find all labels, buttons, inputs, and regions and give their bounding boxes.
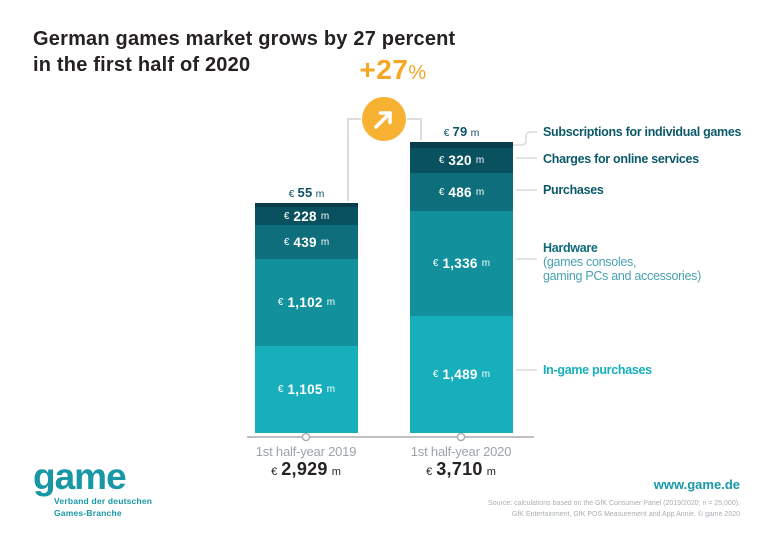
game-logo: game [33,456,127,497]
percent-sign: % [408,62,427,84]
legend-item-online-services: Charges for online services [543,152,699,166]
segment-value: 439 [293,234,317,250]
bar-top-value-label: €79 m [443,124,480,139]
chart-title-line2: in the first half of 2020 [33,54,251,77]
segment-value: 320 [448,153,472,168]
unit-label: m [326,384,336,395]
legend-item-hardware-sub2: gaming PCs and accessories) [543,269,701,283]
segment-value: 1,105 [287,382,323,397]
unit-label: m [475,186,485,198]
bar-segment [410,142,513,148]
euro-sign: € [277,384,284,395]
total-2019: €2,929 m [271,459,341,479]
bar-segment: €1,105 m [255,346,358,433]
legend-item-hardware: Hardware (games consoles, gaming PCs and… [543,241,701,283]
stacked-bar-2020: €320 m €486 m €1,336 m €1,489 m [410,142,513,433]
arrow-up-right-icon [374,111,392,129]
bar-top-value-label: €55 m [288,185,325,200]
segment-value: 1,336 [442,256,478,271]
legend-connector-lines [513,131,537,371]
bar-segment: €1,489 m [410,316,513,433]
euro-sign: € [283,236,290,248]
bar-segment: €1,336 m [410,211,513,316]
euro-sign: € [438,155,445,166]
unit-label: m [481,369,491,380]
axis-marker-2020 [456,432,466,442]
segment-value: 486 [448,184,472,200]
stacked-bar-2019: €228 m €439 m €1,102 m €1,105 m [255,203,358,433]
unit-label: m [320,210,330,222]
x-axis [247,432,534,442]
unit-label: m [481,258,491,269]
euro-sign: € [277,297,284,308]
category-label-2019: 1st half-year 2019 [255,444,357,459]
category-label-2020: 1st half-year 2020 [410,444,512,459]
website-link[interactable]: www.game.de [653,477,740,492]
unit-label: m [320,236,330,248]
bar-segment: €486 m [410,173,513,211]
axis-marker-2019 [301,432,311,442]
logo-tagline: Verband der deutschen Games-Branche [54,496,153,519]
growth-badge [362,97,406,141]
total-2020: €3,710 m [426,459,496,479]
segment-value: 1,102 [287,295,323,310]
segment-value: 1,489 [442,367,478,382]
unit-label: m [326,297,336,308]
bar-segment: €320 m [410,148,513,173]
bar-segment: €228 m [255,207,358,225]
bar-segment: €439 m [255,225,358,259]
euro-sign: € [283,210,290,222]
unit-label: m [475,155,485,166]
chart-title: German games market grows by 27 percent … [33,26,455,79]
chart-title-line1: German games market grows by 27 percent [33,28,456,50]
euro-sign: € [432,258,439,269]
bar-segment [255,203,358,207]
legend-item-purchases: Purchases [543,183,604,197]
segment-value: 228 [293,208,317,224]
legend-item-subscriptions: Subscriptions for individual games [543,125,742,139]
source-note: Source: calculations based on the GfK Co… [488,500,740,518]
growth-bracket-line [347,118,422,201]
euro-sign: € [438,186,445,198]
bar-segment: €1,102 m [255,259,358,346]
legend-item-hardware-sub1: (games consoles, [543,255,637,269]
euro-sign: € [432,369,439,380]
growth-percentage-label: +27% [359,54,427,85]
legend-item-ingame: In-game purchases [543,363,652,377]
